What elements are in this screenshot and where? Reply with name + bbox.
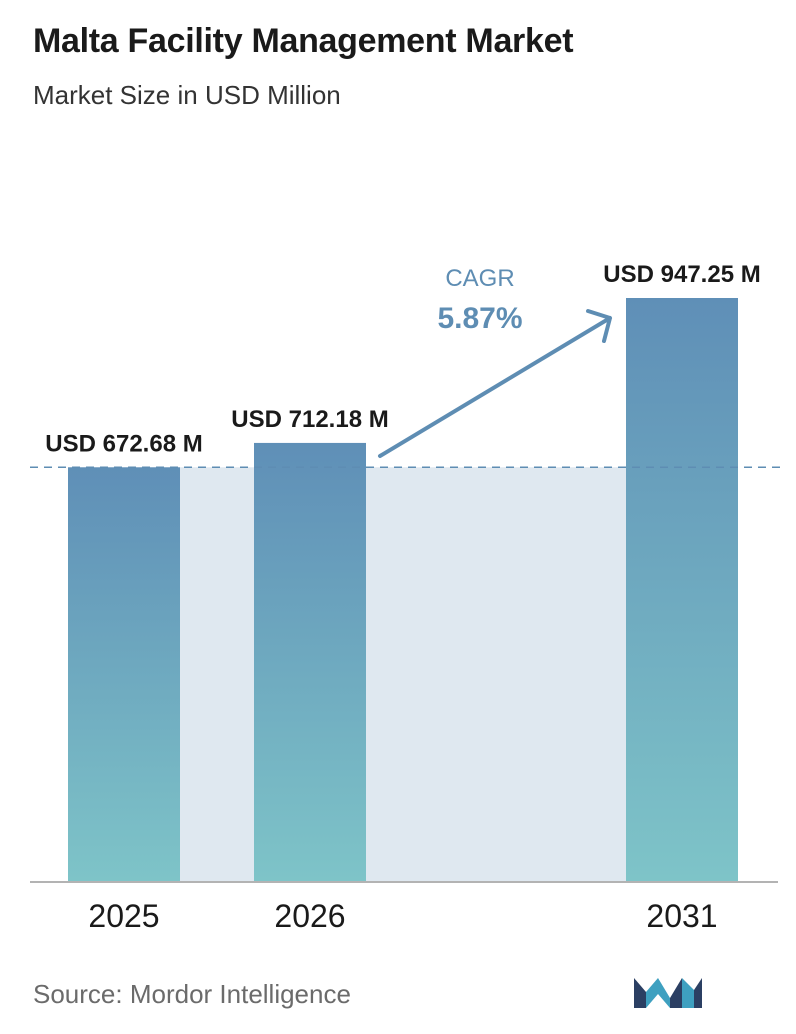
bar-2031 [626,298,738,882]
x-tick-label-2026: 2026 [274,898,345,934]
bar-2025 [68,467,180,882]
bars-group [68,298,738,882]
background-band [180,467,254,882]
source-note: Source: Mordor Intelligence [33,979,351,1009]
value-label-2025: USD 672.68 M [45,430,202,457]
value-label-2031: USD 947.25 M [603,261,760,288]
background-band [366,467,626,882]
mordor-intelligence-logo-icon [634,978,702,1008]
cagr-value: 5.87% [437,302,522,335]
cagr-label: CAGR [445,265,514,292]
cagr-arrow-icon [378,309,612,458]
x-tick-label-2025: 2025 [88,898,159,934]
value-labels-group: USD 672.68 M USD 712.18 M USD 947.25 M [45,261,760,457]
x-tick-labels-group: 2025 2026 2031 [88,898,717,934]
value-label-2026: USD 712.18 M [231,406,388,433]
chart-title: Malta Facility Management Market [33,22,574,60]
background-bands [180,467,626,882]
bar-2026 [254,442,366,882]
x-tick-label-2031: 2031 [646,898,717,934]
chart-subtitle: Market Size in USD Million [33,80,341,110]
cagr-annotation: CAGR 5.87% [378,265,612,458]
